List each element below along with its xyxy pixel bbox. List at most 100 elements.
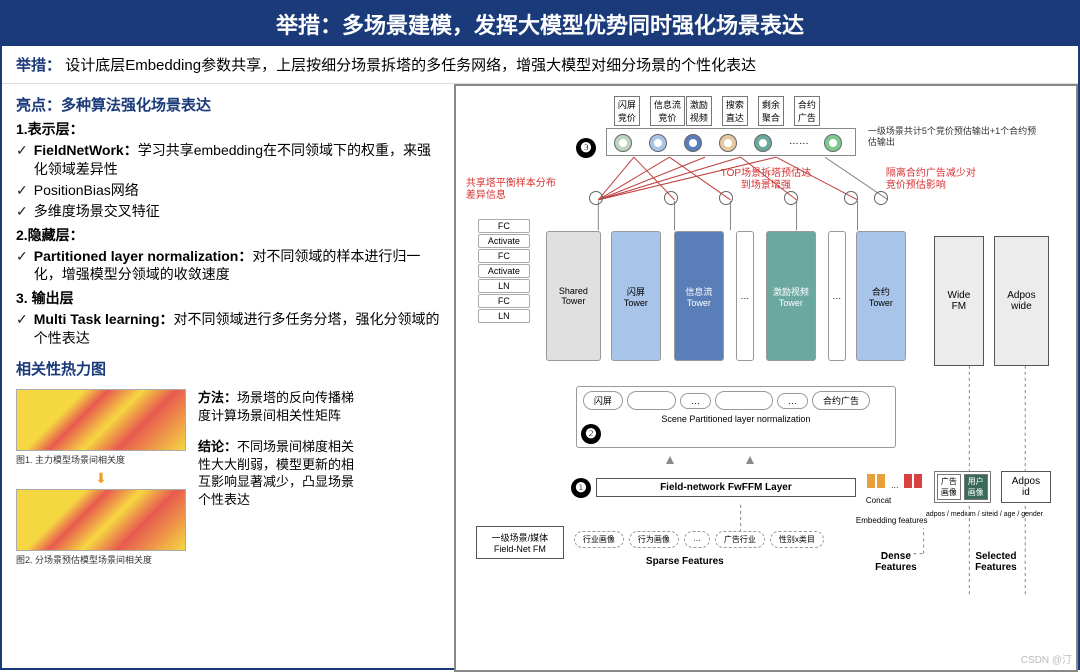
- badge-3: ❸: [576, 138, 596, 158]
- check-icon: ✓: [16, 181, 28, 200]
- sparse-feature-row: 行业画像行为画像 … 广告行业性别x类目: [574, 531, 824, 548]
- scene-ln-label: Scene Partitioned layer normalization: [583, 414, 889, 424]
- tower-out-circle-5: [874, 191, 888, 205]
- scene-tag-2: …: [680, 393, 711, 409]
- scene-tag-0: 闪屏: [583, 391, 623, 410]
- right-panel: 闪屏 竞价信息流 竞价激励 视频搜索 直达剩余 聚合合约 广告 一级场景共计5个…: [454, 84, 1078, 672]
- embedding-label: Embedding features: [856, 516, 928, 525]
- output-circle-5: ……: [789, 136, 809, 147]
- heatmap-cap-1: 图1. 主力模型场景间相关度: [16, 453, 186, 466]
- selected-features-label: Selected Features: [961, 551, 1031, 573]
- top-output-1: 信息流 竞价: [650, 96, 685, 126]
- stack-fc: FC: [478, 249, 530, 263]
- scene-tag-1: 信息流: [627, 391, 676, 410]
- stack-activate: Activate: [478, 234, 530, 248]
- sparse-1: 行为画像: [629, 531, 679, 548]
- architecture-diagram: 闪屏 竞价信息流 竞价激励 视频搜索 直达剩余 聚合合约 广告 一级场景共计5个…: [454, 84, 1078, 672]
- arrow-up-icon: [666, 456, 674, 464]
- tower-5: …: [828, 231, 846, 361]
- sparse-0: 行业画像: [574, 531, 624, 548]
- tower-2: 信息流 Tower: [674, 231, 724, 361]
- section-1: 1.表示层：: [16, 119, 440, 139]
- stack-activate: Activate: [478, 264, 530, 278]
- heatmap-cap-2: 图2. 分场景预估模型场景间相关度: [16, 553, 186, 566]
- tower-3: …: [736, 231, 754, 361]
- adpos-wide-box: Adpos wide: [994, 236, 1049, 366]
- down-arrow-icon: ⬇: [16, 470, 186, 487]
- check-cross-feature: ✓多维度场景交叉特征: [16, 202, 440, 221]
- tower-out-circle-1: [664, 191, 678, 205]
- adpos-id-box: Adpos id: [1001, 471, 1051, 503]
- check-fieldnetwork: ✓FieldNetWork：学习共享embedding在不同领域下的权重，来强化…: [16, 141, 440, 179]
- check-icon: ✓: [16, 202, 28, 221]
- slide-frame: 举措：多场景建模，发挥大模型优势同时强化场景表达 举措： 设计底层Embeddi…: [0, 0, 1080, 670]
- heatmap-heading: 相关性热力图: [16, 358, 440, 379]
- output-circle-6: [824, 134, 842, 152]
- content-area: 亮点：多种算法强化场景表达 1.表示层： ✓FieldNetWork：学习共享e…: [2, 84, 1078, 672]
- field-net-fm: 一级场景/媒体 Field-Net FM: [476, 526, 564, 559]
- layer-stack: FCActivateFCActivateLNFCLN: [478, 218, 530, 324]
- tower-0: Shared Tower: [546, 231, 601, 361]
- top-output-5: 合约 广告: [794, 96, 820, 126]
- scene-tag-5: 合约广告: [812, 391, 870, 410]
- check-positionbias: ✓PositionBias网络: [16, 181, 440, 200]
- title-bar: 举措：多场景建模，发挥大模型优势同时强化场景表达: [2, 2, 1078, 46]
- field-network-layer: Field-network FwFFM Layer: [596, 478, 856, 497]
- stack-ln: LN: [478, 279, 530, 293]
- sparse-label: Sparse Features: [646, 556, 724, 567]
- red-note-3: 隔离合约广告减少对 竞价预估影响: [886, 168, 1016, 192]
- sparse-4: 性别x类目: [770, 531, 824, 548]
- check-icon: ✓: [16, 141, 28, 160]
- output-circle-4: [754, 134, 772, 152]
- subtitle-row: 举措： 设计底层Embedding参数共享，上层按细分场景拆塔的多任务网络，增强…: [2, 46, 1078, 84]
- top-output-4: 剩余 聚合: [758, 96, 784, 126]
- highlight-heading: 亮点：多种算法强化场景表达: [16, 94, 440, 115]
- mini-feature-box: 广告 画像 用户 画像: [934, 471, 991, 503]
- embedding-squares: …: [866, 474, 924, 491]
- subtitle-text: 设计底层Embedding参数共享，上层按细分场景拆塔的多任务网络，增强大模型对…: [65, 57, 756, 74]
- position-features-text: adpos / medium / siteid / age / gender: [926, 511, 1043, 518]
- scene-tags: 闪屏信息流…激励视频…合约广告: [583, 391, 889, 410]
- heatmap-block: 图1. 主力模型场景间相关度 ⬇ 图2. 分场景预估模型场景间相关度 方法：场景…: [16, 389, 440, 572]
- heatmap-images: 图1. 主力模型场景间相关度 ⬇ 图2. 分场景预估模型场景间相关度: [16, 389, 186, 572]
- sparse-2: …: [684, 531, 710, 548]
- top-output-3: 搜索 直达: [722, 96, 748, 126]
- concat-label: Concat: [866, 496, 891, 505]
- section-3: 3. 输出层: [16, 288, 440, 308]
- tower-4: 激励视频 Tower: [766, 231, 816, 361]
- check-icon: ✓: [16, 247, 28, 266]
- sparse-3: 广告行业: [715, 531, 765, 548]
- scene-partition-box: 闪屏信息流…激励视频…合约广告 Scene Partitioned layer …: [576, 386, 896, 448]
- top-output-2: 激励 视频: [686, 96, 712, 126]
- output-circle-0: [614, 134, 632, 152]
- watermark: CSDN @汀: [1021, 651, 1072, 666]
- section-2: 2.隐藏层：: [16, 225, 440, 245]
- output-circle-1: [649, 134, 667, 152]
- tower-out-circle-3: [784, 191, 798, 205]
- tower-out-circle-0: [589, 191, 603, 205]
- badge-2: ❷: [581, 424, 601, 444]
- left-panel: 亮点：多种算法强化场景表达 1.表示层： ✓FieldNetWork：学习共享e…: [2, 84, 454, 672]
- stack-fc: FC: [478, 294, 530, 308]
- check-pln: ✓Partitioned layer normalization：对不同领域的样…: [16, 247, 440, 285]
- top-output-0: 闪屏 竞价: [614, 96, 640, 126]
- tower-6: 合约 Tower: [856, 231, 906, 361]
- output-circle-2: [684, 134, 702, 152]
- tower-out-circle-2: [719, 191, 733, 205]
- red-note-1: 共享塔平衡样本分布 差异信息: [466, 178, 586, 202]
- stack-fc: FC: [478, 219, 530, 233]
- scene-tag-4: …: [777, 393, 808, 409]
- scene-tag-3: 激励视频: [715, 391, 773, 410]
- dense-features-label: Dense Features: [866, 551, 926, 573]
- output-note: 一级场景共计5个竞价预估输出+1个合约预估输出: [868, 126, 1038, 148]
- red-note-2: TOP场景拆塔预估达 到场景增强: [706, 168, 826, 192]
- subtitle-label: 举措：: [16, 57, 61, 74]
- stack-ln: LN: [478, 309, 530, 323]
- badge-1: ❶: [571, 478, 591, 498]
- check-mtl: ✓Multi Task learning：对不同领域进行多任务分塔，强化分领域的…: [16, 310, 440, 348]
- heatmap-text: 方法：场景塔的反向传播梯度计算场景间相关性矩阵 结论：不同场景间梯度相关性大大削…: [186, 389, 366, 572]
- tower-1: 闪屏 Tower: [611, 231, 661, 361]
- output-circle-3: [719, 134, 737, 152]
- heatmap-2: [16, 489, 186, 551]
- check-icon: ✓: [16, 310, 28, 329]
